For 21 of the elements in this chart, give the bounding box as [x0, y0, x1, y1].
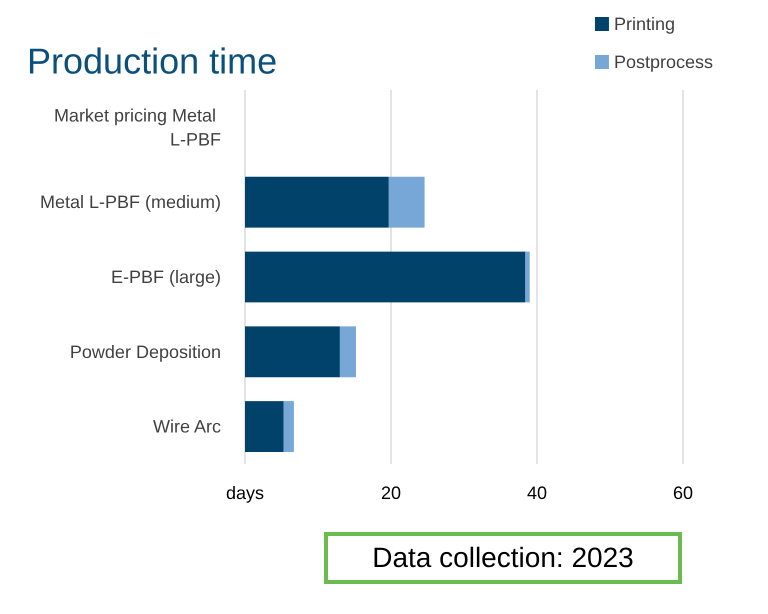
x-tick-label: days	[226, 483, 264, 503]
legend-label: Printing	[614, 14, 675, 34]
bar	[245, 401, 284, 452]
x-tick-label: 20	[380, 483, 402, 503]
y-tick-label: Wire Arc	[152, 416, 221, 437]
y-tick-label: Powder Deposition	[70, 342, 221, 362]
bar	[340, 326, 356, 378]
legend-label: Postprocess	[614, 52, 714, 72]
text: Data collection: 2023	[324, 532, 682, 584]
x-tick-label: 40	[526, 483, 548, 503]
bar	[245, 176, 389, 228]
bar	[245, 252, 526, 302]
y-tick-label: Metal L-PBF (medium)	[40, 192, 221, 212]
bar	[388, 176, 425, 228]
y-tick-label: Market pricing Metal L-PBF	[54, 105, 221, 150]
chart-title: Production time	[27, 40, 278, 82]
bar	[525, 252, 530, 302]
bar	[245, 326, 340, 378]
y-tick-label: E-PBF (large)	[110, 267, 221, 287]
bar	[284, 401, 294, 452]
x-tick-label: 60	[672, 483, 694, 503]
